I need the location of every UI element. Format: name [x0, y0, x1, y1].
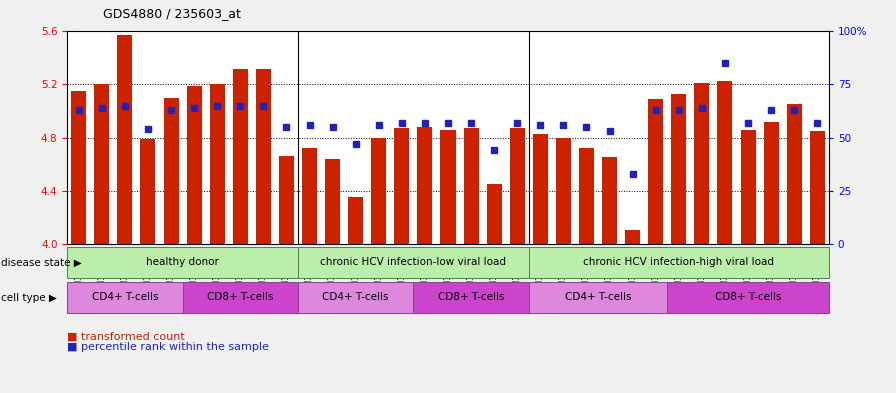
Bar — [740, 130, 755, 244]
Bar — [625, 230, 640, 244]
Bar — [164, 98, 178, 244]
Bar — [533, 134, 547, 244]
Bar — [810, 131, 824, 244]
Bar — [210, 84, 225, 244]
Bar — [279, 156, 294, 244]
Text: disease state ▶: disease state ▶ — [1, 257, 82, 267]
Bar — [94, 84, 109, 244]
Bar — [117, 35, 133, 244]
Text: CD8+ T-cells: CD8+ T-cells — [207, 292, 273, 302]
Text: CD4+ T-cells: CD4+ T-cells — [91, 292, 159, 302]
Text: CD4+ T-cells: CD4+ T-cells — [323, 292, 389, 302]
Bar — [298, 282, 413, 313]
Bar — [418, 127, 433, 244]
Text: CD8+ T-cells: CD8+ T-cells — [438, 292, 504, 302]
Text: chronic HCV infection-high viral load: chronic HCV infection-high viral load — [583, 257, 774, 267]
Bar — [787, 105, 802, 244]
Bar — [668, 282, 829, 313]
Text: cell type ▶: cell type ▶ — [1, 293, 56, 303]
Bar — [371, 138, 386, 244]
Bar — [233, 68, 248, 244]
Bar — [302, 148, 317, 244]
Bar — [298, 247, 529, 278]
Bar — [325, 159, 340, 244]
Bar — [141, 139, 156, 244]
Text: GDS4880 / 235603_at: GDS4880 / 235603_at — [103, 7, 241, 20]
Bar — [186, 86, 202, 244]
Bar — [441, 130, 455, 244]
Text: CD8+ T-cells: CD8+ T-cells — [715, 292, 781, 302]
Text: healthy donor: healthy donor — [146, 257, 219, 267]
Bar — [602, 158, 617, 244]
Text: ■ percentile rank within the sample: ■ percentile rank within the sample — [67, 342, 269, 352]
Bar — [67, 247, 298, 278]
Bar — [349, 197, 363, 244]
Bar — [556, 138, 571, 244]
Bar — [67, 282, 183, 313]
Bar — [72, 91, 86, 244]
Bar — [718, 81, 732, 244]
Bar — [487, 184, 502, 244]
Bar — [579, 148, 594, 244]
Bar — [183, 282, 298, 313]
Bar — [394, 128, 409, 244]
Text: ■ transformed count: ■ transformed count — [67, 332, 185, 342]
Bar — [529, 282, 668, 313]
Bar — [413, 282, 529, 313]
Bar — [694, 83, 710, 244]
Bar — [529, 247, 829, 278]
Bar — [648, 99, 663, 244]
Bar — [671, 94, 686, 244]
Bar — [510, 128, 525, 244]
Bar — [463, 128, 478, 244]
Bar — [763, 121, 779, 244]
Text: CD4+ T-cells: CD4+ T-cells — [564, 292, 632, 302]
Bar — [256, 68, 271, 244]
Text: chronic HCV infection-low viral load: chronic HCV infection-low viral load — [321, 257, 506, 267]
